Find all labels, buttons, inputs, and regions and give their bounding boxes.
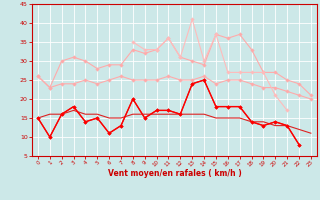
X-axis label: Vent moyen/en rafales ( km/h ): Vent moyen/en rafales ( km/h ) (108, 169, 241, 178)
